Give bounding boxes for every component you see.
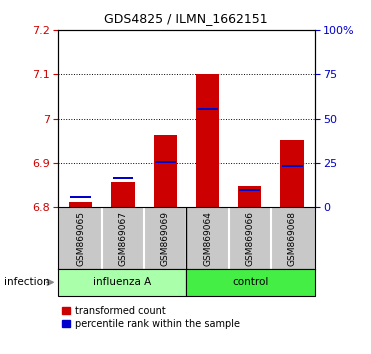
Legend: transformed count, percentile rank within the sample: transformed count, percentile rank withi… — [62, 306, 240, 329]
Bar — [187, 269, 315, 296]
Bar — [196, 74, 219, 207]
Bar — [154, 136, 177, 207]
Text: GSM869069: GSM869069 — [161, 211, 170, 266]
Text: GSM869065: GSM869065 — [76, 211, 85, 266]
Text: GSM869068: GSM869068 — [288, 211, 296, 266]
Bar — [70, 196, 91, 198]
Bar — [280, 140, 304, 207]
Text: GDS4825 / ILMN_1662151: GDS4825 / ILMN_1662151 — [104, 12, 267, 25]
Bar — [238, 186, 262, 207]
Text: GSM869066: GSM869066 — [245, 211, 255, 266]
Bar — [58, 269, 187, 296]
Bar — [239, 189, 260, 191]
Bar — [282, 166, 303, 167]
Bar — [112, 177, 134, 179]
Bar — [69, 202, 92, 207]
Text: GSM869067: GSM869067 — [118, 211, 128, 266]
Text: control: control — [233, 277, 269, 287]
Text: GSM869064: GSM869064 — [203, 211, 212, 266]
Bar — [197, 108, 218, 110]
Text: infection: infection — [4, 278, 49, 287]
Bar — [111, 182, 135, 207]
Text: influenza A: influenza A — [93, 277, 151, 287]
Bar — [155, 161, 176, 163]
